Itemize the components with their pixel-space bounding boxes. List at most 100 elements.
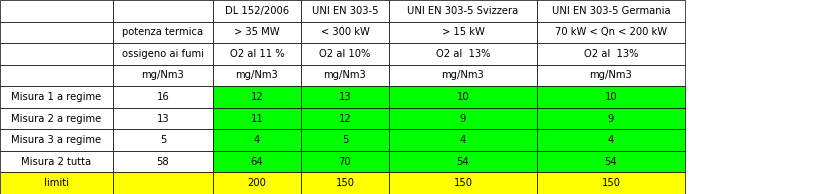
Bar	[213, 65, 301, 86]
Bar	[301, 172, 389, 194]
Text: O2 al 10%: O2 al 10%	[319, 49, 370, 59]
Text: 9: 9	[460, 113, 466, 124]
Text: 13: 13	[157, 113, 169, 124]
Bar	[537, 172, 685, 194]
Text: 13: 13	[339, 92, 351, 102]
Bar	[0, 129, 113, 151]
Bar	[389, 151, 537, 172]
Text: 4: 4	[460, 135, 466, 145]
Bar	[213, 108, 301, 129]
Bar	[0, 108, 113, 129]
Text: < 300 kW: < 300 kW	[320, 27, 369, 37]
Bar	[301, 0, 389, 22]
Text: UNI EN 303-5: UNI EN 303-5	[312, 6, 379, 16]
Bar	[0, 172, 113, 194]
Text: mg/Nm3: mg/Nm3	[324, 70, 366, 81]
Bar	[537, 151, 685, 172]
Bar	[0, 43, 113, 65]
Text: mg/Nm3: mg/Nm3	[236, 70, 279, 81]
Text: O2 al 11 %: O2 al 11 %	[229, 49, 284, 59]
Text: UNI EN 303-5 Svizzera: UNI EN 303-5 Svizzera	[407, 6, 519, 16]
Bar	[389, 129, 537, 151]
Bar	[537, 22, 685, 43]
Bar	[0, 65, 113, 86]
Text: O2 al  13%: O2 al 13%	[435, 49, 490, 59]
Text: 150: 150	[454, 178, 473, 188]
Bar	[301, 108, 389, 129]
Bar	[0, 151, 113, 172]
Text: 12: 12	[251, 92, 264, 102]
Text: 4: 4	[608, 135, 614, 145]
Text: 70 kW < Qn < 200 kW: 70 kW < Qn < 200 kW	[555, 27, 667, 37]
Bar	[537, 129, 685, 151]
Text: Misura 2 a regime: Misura 2 a regime	[12, 113, 102, 124]
Bar	[213, 172, 301, 194]
Bar	[113, 108, 213, 129]
Bar	[113, 43, 213, 65]
Text: potenza termica: potenza termica	[123, 27, 203, 37]
Text: 11: 11	[251, 113, 264, 124]
Text: Misura 1 a regime: Misura 1 a regime	[12, 92, 102, 102]
Text: limiti: limiti	[44, 178, 69, 188]
Text: O2 al  13%: O2 al 13%	[584, 49, 638, 59]
Bar	[301, 129, 389, 151]
Bar	[113, 172, 213, 194]
Bar	[0, 22, 113, 43]
Text: DL 152/2006: DL 152/2006	[225, 6, 289, 16]
Bar	[113, 0, 213, 22]
Bar	[301, 151, 389, 172]
Text: 200: 200	[248, 178, 266, 188]
Bar	[0, 0, 113, 22]
Text: 54: 54	[457, 157, 470, 167]
Bar	[0, 86, 113, 108]
Bar	[113, 22, 213, 43]
Bar	[389, 0, 537, 22]
Bar	[537, 86, 685, 108]
Text: 12: 12	[339, 113, 351, 124]
Text: 150: 150	[601, 178, 620, 188]
Bar	[389, 108, 537, 129]
Text: ossigeno ai fumi: ossigeno ai fumi	[122, 49, 204, 59]
Bar	[113, 65, 213, 86]
Bar	[213, 0, 301, 22]
Bar	[213, 151, 301, 172]
Text: 54: 54	[605, 157, 617, 167]
Bar	[389, 65, 537, 86]
Text: 150: 150	[335, 178, 354, 188]
Bar	[113, 86, 213, 108]
Text: 10: 10	[457, 92, 470, 102]
Bar	[301, 65, 389, 86]
Bar	[537, 108, 685, 129]
Bar	[213, 22, 301, 43]
Bar	[389, 86, 537, 108]
Bar	[113, 151, 213, 172]
Bar	[301, 43, 389, 65]
Text: 9: 9	[608, 113, 614, 124]
Bar	[113, 129, 213, 151]
Text: 5: 5	[342, 135, 348, 145]
Text: 10: 10	[605, 92, 617, 102]
Bar	[389, 22, 537, 43]
Text: mg/Nm3: mg/Nm3	[590, 70, 632, 81]
Text: mg/Nm3: mg/Nm3	[142, 70, 184, 81]
Bar	[389, 43, 537, 65]
Bar	[213, 129, 301, 151]
Text: 5: 5	[160, 135, 166, 145]
Bar	[537, 0, 685, 22]
Text: Misura 3 a regime: Misura 3 a regime	[12, 135, 102, 145]
Bar	[389, 172, 537, 194]
Text: Misura 2 tutta: Misura 2 tutta	[22, 157, 92, 167]
Text: 4: 4	[254, 135, 260, 145]
Text: 58: 58	[157, 157, 169, 167]
Text: > 35 MW: > 35 MW	[234, 27, 280, 37]
Text: 70: 70	[339, 157, 351, 167]
Text: 16: 16	[157, 92, 169, 102]
Text: UNI EN 303-5 Germania: UNI EN 303-5 Germania	[551, 6, 671, 16]
Bar	[537, 65, 685, 86]
Bar	[213, 43, 301, 65]
Bar	[301, 22, 389, 43]
Text: mg/Nm3: mg/Nm3	[442, 70, 485, 81]
Bar	[301, 86, 389, 108]
Bar	[537, 43, 685, 65]
Bar	[213, 86, 301, 108]
